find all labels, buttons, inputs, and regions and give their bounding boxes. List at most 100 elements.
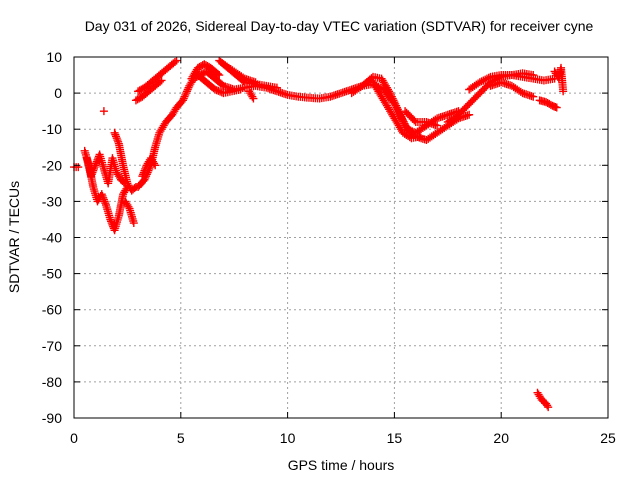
data-point [98,191,107,200]
data-point [396,110,405,119]
series-sat-trace-12 [193,71,245,98]
data-point [111,130,120,139]
data-point [182,89,191,98]
series-sat-trace-23 [550,63,568,96]
series-sat-trace-10 [131,76,166,105]
data-point [99,193,108,202]
series-sat-trace-5 [110,128,140,195]
x-tick-label: 25 [600,430,616,446]
series-sat-trace-18 [401,107,442,130]
data-point [181,90,190,99]
data-point [529,71,538,80]
data-point [106,215,115,224]
data-point [386,90,395,99]
data-point [140,166,149,175]
data-point [397,112,406,121]
data-point [141,164,150,173]
data-point [212,86,221,95]
data-point [239,73,248,82]
data-point [516,87,525,96]
data-point [91,161,100,170]
data-point [482,74,491,83]
data-point [401,121,410,130]
data-point [484,73,493,82]
x-tick-label: 20 [493,430,509,446]
data-point [392,101,401,110]
y-axis-label: SDTVAR / TECUs [6,181,22,293]
series-sat-trace-24 [533,388,553,412]
y-tick-label: -30 [42,193,62,209]
data-point [130,184,139,193]
data-point [552,103,561,112]
data-point [272,83,281,92]
data-point [92,159,101,168]
data-point [178,96,187,105]
data-point [479,76,488,85]
data-point [393,105,402,114]
data-point [170,57,179,66]
series-sat-trace-16 [347,72,463,137]
data-point [559,87,568,96]
data-point [97,190,106,199]
data-point [151,161,160,170]
y-tick-label: -70 [42,338,62,354]
data-point [251,78,260,87]
data-point [400,119,409,128]
data-point [129,219,138,228]
y-tick-label: -90 [42,410,62,426]
data-point [155,77,164,86]
data-point [112,132,121,141]
data-point [88,168,97,177]
data-point [114,137,123,146]
data-point [529,92,538,101]
y-tick-label: -40 [42,230,62,246]
data-point [544,403,553,412]
series-sat-trace-20 [465,69,538,94]
data-point [157,76,166,85]
data-point [387,92,396,101]
data-point [183,85,192,94]
data-point [465,110,474,119]
series-sat-trace-9 [134,56,181,96]
chart-title: Day 031 of 2026, Sidereal Day-to-day VTE… [85,18,594,34]
data-point [236,85,245,94]
data-point [172,56,181,65]
x-axis-label: GPS time / hours [288,457,395,473]
data-point [392,103,401,112]
data-point [385,87,394,96]
y-tick-label: -10 [42,121,62,137]
data-point [399,117,408,126]
y-tick-label: -20 [42,157,62,173]
data-point [150,159,159,168]
data-point [249,94,258,103]
data-point [113,136,122,145]
x-tick-label: 0 [70,430,78,446]
data-point [410,116,419,125]
series-sat-trace-11 [187,60,224,83]
y-tick-label: -50 [42,266,62,282]
series-sat-trace-8 [138,154,160,181]
series-sat-trace-3 [82,150,130,188]
data-point [89,164,98,173]
data-point [388,94,397,103]
data-point [92,157,101,166]
data-point [184,83,193,92]
data-point [112,134,121,143]
data-point [404,125,413,134]
data-point [398,116,407,125]
data-point [138,172,147,181]
x-tick-label: 10 [280,430,296,446]
data-point [74,163,83,172]
y-tick-label: 10 [46,49,62,65]
data-point [107,217,116,226]
series-sat-trace-6 [121,197,138,228]
data-point [543,401,552,410]
data-point [395,108,404,117]
y-tick-label: 0 [54,85,62,101]
data-point [248,92,257,101]
tick-layer: 0 5 10 15 20 25 10 0 -10 -20 -30 -40 -50 -60 -70 -80 -90 [42,49,616,446]
data-point [180,92,189,101]
series-sat-trace-22 [535,96,561,112]
